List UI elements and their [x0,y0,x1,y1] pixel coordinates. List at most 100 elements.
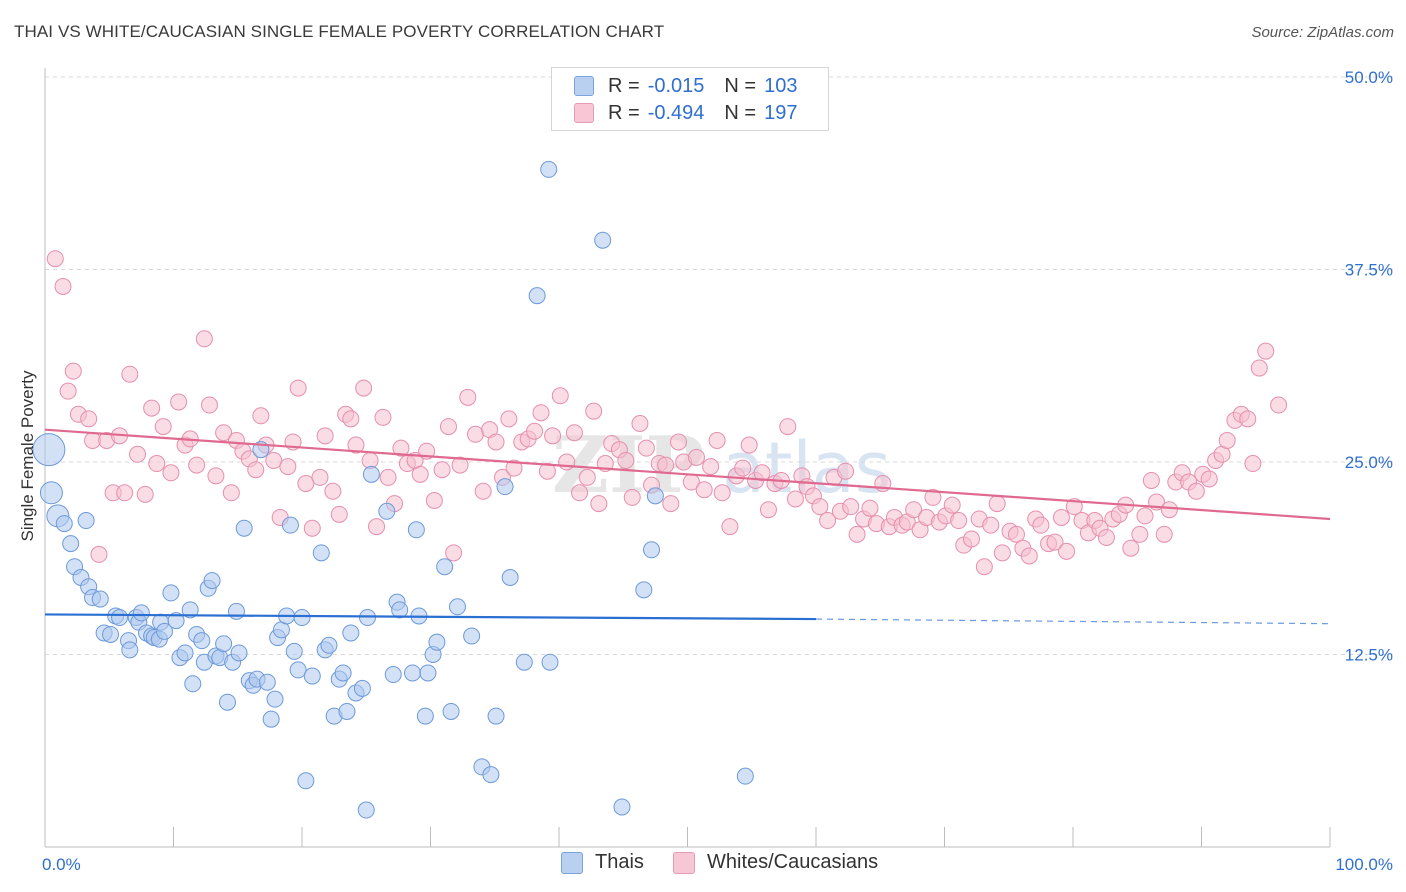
thais-point [342,624,360,642]
thais-point [91,590,109,608]
thais-point [102,625,120,643]
thais-point [266,690,284,708]
chart-title: THAI VS WHITE/CAUCASIAN SINGLE FEMALE PO… [14,22,665,41]
whites-point [116,484,134,502]
x-tick-label-max: 100.0% [1335,855,1393,874]
whites-point [1122,539,1140,557]
whites-point [988,495,1006,513]
thais-point [359,609,377,627]
whites-point [617,451,635,469]
whites-point [439,418,457,436]
thais-point [428,633,446,651]
grid-lines [45,76,1393,655]
whites-point [590,495,608,513]
r-label: R = [608,101,640,124]
whites-point [819,512,837,530]
whites-point [222,484,240,502]
whites-point [1270,396,1288,414]
whites-point [46,250,64,268]
thais-point [646,487,664,505]
whites-point [374,408,392,426]
thais-point [448,598,466,616]
whites-point [623,488,641,506]
y-tick-label: 25.0% [1345,453,1393,472]
thais-point [357,801,375,819]
thais-point [635,581,653,599]
legend-item-thais[interactable]: Thais [561,851,644,874]
thais-point [436,558,454,576]
whites-point [1058,542,1076,560]
whites-point [265,451,283,469]
whites-point [303,519,321,537]
thais-point [391,601,409,619]
whites-point [585,402,603,420]
whites-point [90,545,108,563]
whites-point [500,410,518,428]
thais-point [181,601,199,619]
whites-point [993,544,1011,562]
thais-point [227,602,245,620]
whites-point [84,431,102,449]
thais-point [77,512,95,530]
whites-point [392,439,410,457]
thais-point [218,693,236,711]
whites-point [721,518,739,536]
whites-point [713,484,731,502]
whites-point [474,482,492,500]
thais-point [528,287,546,305]
whites-point [1200,470,1218,488]
thais-point [281,516,299,534]
whites-point [565,424,583,442]
whites-point [379,468,397,486]
whites-point [740,436,758,454]
whites-point [200,396,218,414]
whites-point [848,525,866,543]
whites-point [1250,359,1268,377]
whites-point [207,467,225,485]
thais-point [55,515,73,533]
whites-point [1131,525,1149,543]
whites-point [1155,525,1173,543]
whites-point [544,427,562,445]
r-value: -0.494 [647,101,705,124]
whites-point [279,458,297,476]
whites-point [297,475,315,493]
whites-point [702,458,720,476]
thais-point [285,642,303,660]
tick-labels: 12.5% 25.0% 37.5% 50.0% 0.0% 100.0% [42,68,1393,874]
whites-point [505,459,523,477]
whites-point [195,330,213,348]
whites-point [578,468,596,486]
whites-point [129,445,147,463]
thais-point [334,664,352,682]
thais-point [167,612,185,630]
whites-point [64,362,82,380]
thais-point [419,664,437,682]
whites-point [526,422,544,440]
whites-point [433,461,451,479]
whites-trend-line [44,428,1331,521]
whites-point [1136,507,1154,525]
thais-point [442,702,460,720]
thais-trend-extension [815,618,1331,625]
thais-point [404,664,422,682]
thais-point [62,535,80,553]
whites-point [148,455,166,473]
whites-point [842,498,860,516]
whites-point [1046,533,1064,551]
thais-point [258,673,276,691]
whites-point [324,482,342,500]
y-tick-label: 37.5% [1345,261,1393,280]
whites-point [487,433,505,451]
whites-point [558,453,576,471]
whites-point [670,433,688,451]
whites-point [247,461,265,479]
thais-point [594,231,612,249]
thais-point [230,644,248,662]
whites-point [80,410,98,428]
legend-item-whites[interactable]: Whites/Caucasians [673,851,878,874]
thais-point [162,584,180,602]
thais-point [496,478,514,496]
whites-point [1257,342,1275,360]
whites-swatch [673,851,695,874]
